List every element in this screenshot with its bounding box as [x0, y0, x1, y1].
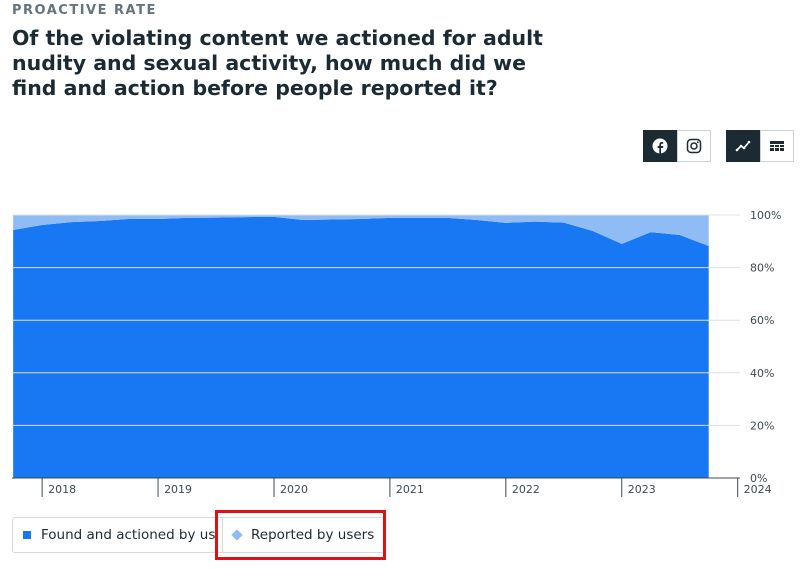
x-tick-label: 2022 [512, 483, 540, 496]
x-tick-label: 2019 [164, 483, 192, 496]
y-tick-label: 40% [750, 367, 774, 380]
table-view-button[interactable] [760, 130, 794, 162]
y-tick-label: 60% [750, 314, 774, 327]
chart: 0% 20% 40% 60% 80% 100% 2018 2019 2020 2021 2022 20… [12, 209, 781, 497]
x-tick-label: 2018 [48, 483, 76, 496]
y-tick-label: 80% [750, 262, 774, 275]
y-tick-label: 20% [750, 419, 774, 432]
y-tick-label: 0% [750, 472, 767, 485]
y-tick-label: 100% [750, 209, 781, 222]
x-tick-label: 2020 [280, 483, 308, 496]
area [13, 216, 709, 478]
x-tick-label: 2023 [628, 483, 656, 496]
instagram-button[interactable] [677, 130, 711, 162]
facebook-button[interactable] [643, 130, 677, 162]
facebook-icon [652, 138, 668, 154]
legend-swatch [23, 531, 31, 539]
legend-label: Reported by users [251, 527, 375, 543]
legend-item[interactable]: Reported by users [222, 517, 386, 553]
area [13, 215, 709, 247]
highlight-box [215, 510, 386, 560]
x-tick-label: 2021 [396, 483, 424, 496]
line-chart-icon [735, 140, 751, 152]
legend-item[interactable]: Found and actioned by us [12, 517, 227, 553]
kicker: PROACTIVE RATE [12, 3, 157, 18]
table-icon [770, 141, 784, 151]
chart-title: Of the violating content we actioned for… [12, 26, 543, 100]
instagram-icon [686, 138, 702, 154]
legend-label: Found and actioned by us [41, 527, 216, 543]
chart-view-button[interactable] [726, 130, 760, 162]
x-tick-label: 2024 [744, 483, 772, 496]
